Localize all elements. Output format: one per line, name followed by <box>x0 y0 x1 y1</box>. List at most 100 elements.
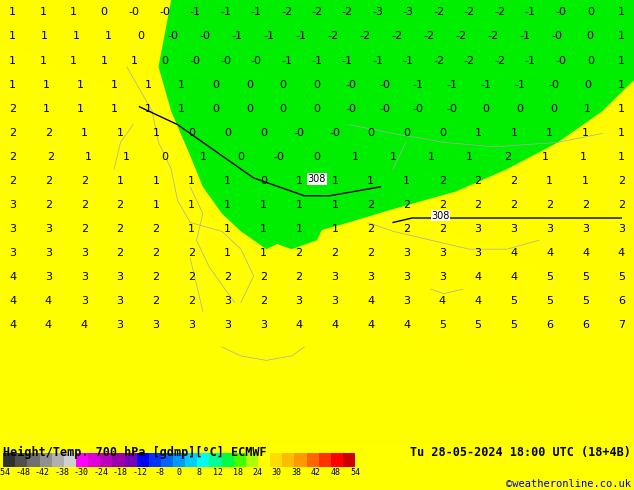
Text: 0: 0 <box>138 31 145 42</box>
Text: 0: 0 <box>100 7 108 18</box>
Text: 0: 0 <box>161 55 169 66</box>
Text: -1: -1 <box>190 7 201 18</box>
Text: 2: 2 <box>439 199 446 210</box>
Text: 2: 2 <box>546 199 553 210</box>
Text: 54: 54 <box>350 468 360 477</box>
Text: 42: 42 <box>311 468 321 477</box>
Text: 0: 0 <box>313 103 321 114</box>
Text: -1: -1 <box>231 31 242 42</box>
Text: 1: 1 <box>110 103 118 114</box>
Text: 2: 2 <box>224 272 231 282</box>
Text: 3: 3 <box>439 248 446 258</box>
Text: 2: 2 <box>45 175 52 186</box>
Bar <box>209 453 221 466</box>
Text: -0: -0 <box>167 31 178 42</box>
Text: 5: 5 <box>547 272 553 282</box>
Text: 1: 1 <box>77 79 84 90</box>
Text: 1: 1 <box>117 175 124 186</box>
Text: 1: 1 <box>510 127 517 138</box>
Text: -2: -2 <box>281 7 292 18</box>
Text: 2: 2 <box>503 151 511 162</box>
Text: 0: 0 <box>313 79 321 90</box>
Text: 2: 2 <box>188 272 195 282</box>
Text: -0: -0 <box>346 79 356 90</box>
Text: 1: 1 <box>618 127 625 138</box>
Text: -1: -1 <box>403 55 414 66</box>
Text: -0: -0 <box>379 103 390 114</box>
Text: 1: 1 <box>70 7 77 18</box>
Text: 4: 4 <box>546 248 553 258</box>
Text: -1: -1 <box>311 55 323 66</box>
Text: 4: 4 <box>295 320 302 330</box>
Text: 3: 3 <box>475 248 482 258</box>
Text: -18: -18 <box>113 468 128 477</box>
Text: 1: 1 <box>618 7 625 18</box>
Text: 2: 2 <box>117 248 124 258</box>
Text: 1: 1 <box>403 175 410 186</box>
Bar <box>27 453 39 466</box>
Bar <box>234 453 246 466</box>
Text: -30: -30 <box>74 468 89 477</box>
Text: -8: -8 <box>155 468 165 477</box>
Text: 48: 48 <box>330 468 340 477</box>
Text: 2: 2 <box>9 127 16 138</box>
Text: 0: 0 <box>403 127 410 138</box>
Text: -0: -0 <box>413 103 424 114</box>
Text: 2: 2 <box>9 151 16 162</box>
Text: -0: -0 <box>552 31 563 42</box>
Text: 3: 3 <box>367 272 374 282</box>
Text: 1: 1 <box>110 79 118 90</box>
Text: 2: 2 <box>510 175 517 186</box>
Text: 1: 1 <box>224 199 231 210</box>
Text: 4: 4 <box>474 272 482 282</box>
Text: 2: 2 <box>582 199 589 210</box>
Text: 7: 7 <box>618 320 625 330</box>
Text: 4: 4 <box>81 320 88 330</box>
Text: 1: 1 <box>9 7 16 18</box>
Text: 308: 308 <box>432 211 450 221</box>
Text: 2: 2 <box>260 296 267 306</box>
Text: 1: 1 <box>541 151 549 162</box>
Text: 0: 0 <box>161 151 169 162</box>
Text: 2: 2 <box>332 248 339 258</box>
Text: 4: 4 <box>439 296 446 306</box>
Text: -0: -0 <box>555 7 566 18</box>
Text: -2: -2 <box>494 55 505 66</box>
Text: 1: 1 <box>43 79 50 90</box>
Text: 1: 1 <box>39 55 47 66</box>
Text: -1: -1 <box>447 79 458 90</box>
Text: 3: 3 <box>332 296 339 306</box>
Text: -48: -48 <box>15 468 30 477</box>
Text: -1: -1 <box>524 7 536 18</box>
Text: 4: 4 <box>582 248 589 258</box>
Text: 2: 2 <box>474 175 482 186</box>
Text: -2: -2 <box>433 7 444 18</box>
Text: -3: -3 <box>403 7 414 18</box>
Text: -0: -0 <box>294 127 304 138</box>
Text: 1: 1 <box>152 199 159 210</box>
Text: 1: 1 <box>123 151 131 162</box>
Text: 0: 0 <box>237 151 245 162</box>
Text: -0: -0 <box>190 55 201 66</box>
Text: 5: 5 <box>510 296 517 306</box>
Text: 1: 1 <box>295 199 302 210</box>
Text: 2: 2 <box>117 224 124 234</box>
Text: 1: 1 <box>9 55 16 66</box>
Text: 1: 1 <box>582 175 589 186</box>
Text: 1: 1 <box>579 151 587 162</box>
Text: -24: -24 <box>93 468 108 477</box>
Text: 1: 1 <box>582 127 589 138</box>
Text: 0: 0 <box>260 175 267 186</box>
Text: 5: 5 <box>582 296 589 306</box>
Text: 2: 2 <box>188 248 195 258</box>
Text: 1: 1 <box>145 79 152 90</box>
Text: -42: -42 <box>35 468 49 477</box>
Text: -2: -2 <box>463 55 475 66</box>
Text: 8: 8 <box>196 468 201 477</box>
Text: 4: 4 <box>367 296 374 306</box>
Text: 3: 3 <box>403 296 410 306</box>
Text: 2: 2 <box>117 199 124 210</box>
Text: 1: 1 <box>332 199 339 210</box>
Text: 3: 3 <box>81 272 87 282</box>
Text: 3: 3 <box>510 224 517 234</box>
